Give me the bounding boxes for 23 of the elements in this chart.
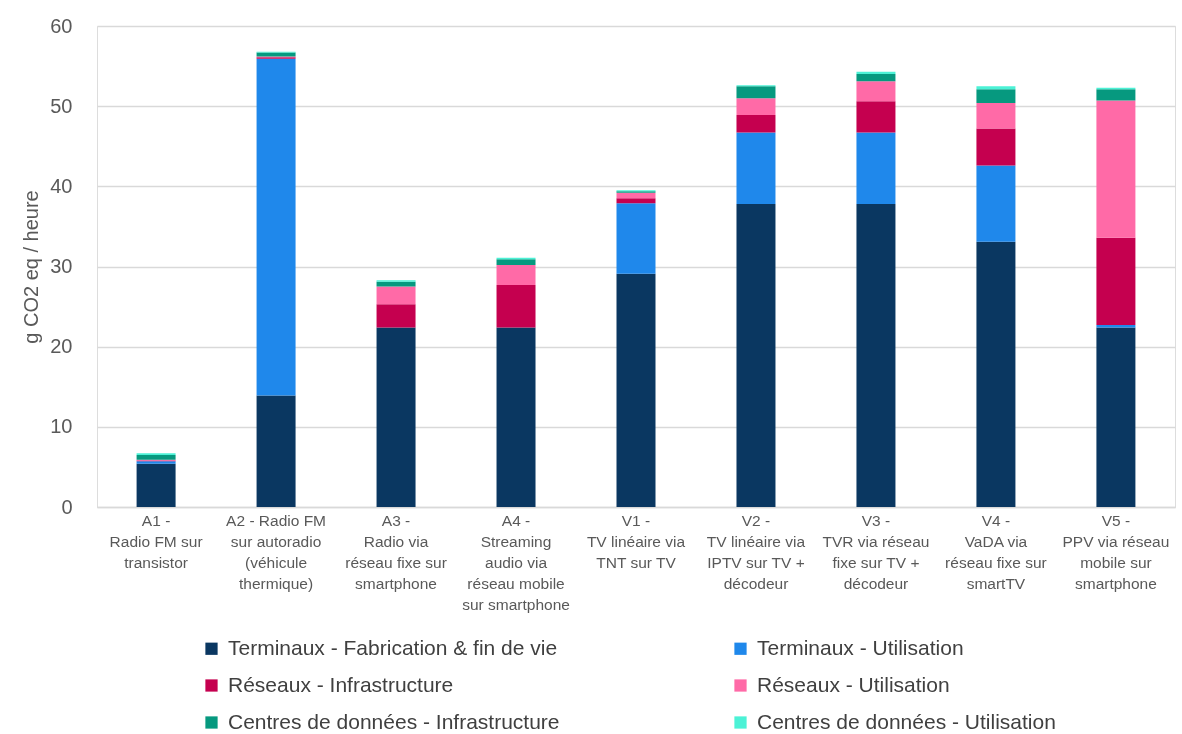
y-axis-title: g CO2 eq / heure <box>20 190 43 344</box>
legend-label: Centres de données - Infrastructure <box>228 709 560 733</box>
x-tick-label: A2 - Radio FM sur autoradio (véhicule thermique) <box>226 511 327 592</box>
y-tick-label: 50 <box>50 94 73 117</box>
legend-label: Réseaux - Utilisation <box>757 672 950 696</box>
y-tick-label: 10 <box>50 415 73 438</box>
x-tick-label: V1 - TV linéaire via TNT sur TV <box>586 511 686 571</box>
legend-label: Terminaux - Utilisation <box>757 635 964 659</box>
x-tick-label: V4 - VaDA via réseau fixe sur smartTV <box>945 511 1047 592</box>
x-tick-label: A3 - Radio via réseau fixe sur smartphone <box>345 511 447 592</box>
legend-label: Centres de données - Utilisation <box>757 709 1056 733</box>
y-tick-label: 0 <box>61 495 73 518</box>
y-tick-label: 40 <box>50 174 73 197</box>
x-tick-label: V5 - PPV via réseau mobile sur smartphone <box>1062 511 1170 592</box>
x-tick-label: V3 - TVR via réseau fixe sur TV + décodeur <box>822 511 930 592</box>
y-tick-label: 30 <box>50 255 73 277</box>
legend-label: Réseaux - Infrastructure <box>228 672 454 696</box>
legend-label: Terminaux - Fabrication & fin de vie <box>228 635 558 659</box>
x-tick-label: V2 - TV linéaire via IPTV sur TV + décodeur <box>706 511 806 592</box>
x-tick-label: A4 - Streaming audio via réseau mobile sur smartphone <box>462 511 570 613</box>
y-tick-label: 20 <box>50 335 73 358</box>
x-tick-label: A1 - Radio FM sur transistor <box>109 511 203 571</box>
y-tick-label: 60 <box>50 14 73 37</box>
